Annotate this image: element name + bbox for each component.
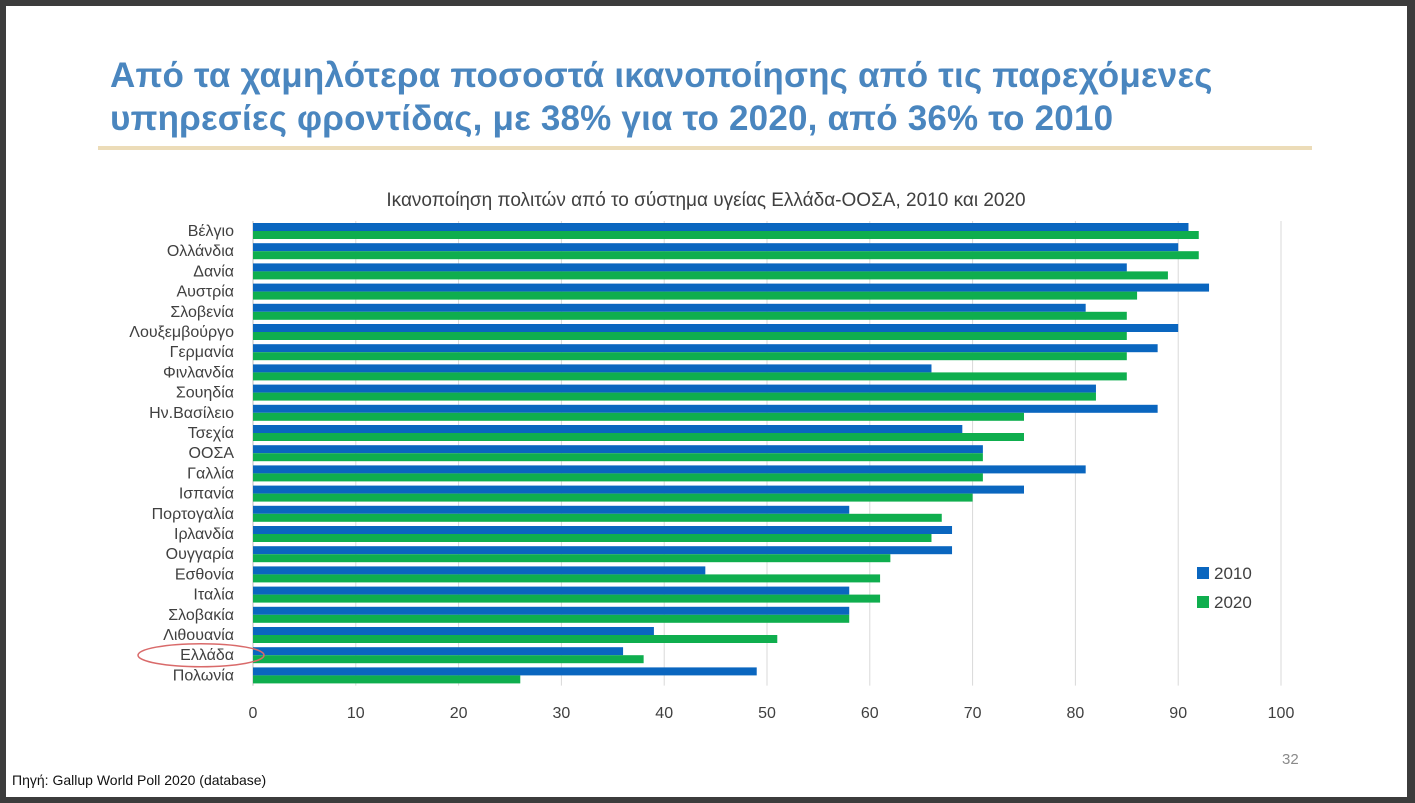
category-label: Αυστρία: [176, 284, 234, 301]
bar-2020: [253, 473, 983, 482]
bar-2020: [253, 291, 1138, 300]
category-label: Ην.Βασίλειο: [149, 405, 234, 422]
chart-bars: [253, 223, 1210, 684]
category-label: Δανία: [193, 263, 234, 280]
category-label: Λουξεμβούργο: [129, 324, 234, 341]
bar-2020: [253, 392, 1096, 401]
bar-2020: [253, 534, 932, 542]
legend-swatch-2010: [1197, 567, 1209, 579]
bar-2010: [253, 303, 1086, 312]
bar-2020: [253, 554, 891, 563]
category-label: Σουηδία: [176, 385, 234, 402]
x-tick-label: 40: [655, 705, 673, 722]
category-label: Ισπανία: [179, 486, 234, 503]
bar-2010: [253, 485, 1024, 494]
bar-2010: [253, 445, 983, 454]
bar-2010: [253, 627, 654, 635]
category-label: Φινλανδία: [163, 364, 234, 381]
bar-2010: [253, 566, 706, 575]
bar-2020: [253, 574, 881, 583]
bar-2020: [253, 433, 1024, 441]
bar-2020: [253, 372, 1127, 381]
category-label: Ολλάνδια: [167, 243, 234, 260]
slide-title: Από τα χαμηλότερα ποσοστά ικανοποίησης α…: [110, 56, 1213, 138]
bar-2020: [253, 675, 521, 684]
bar-chart: Ικανοποίηση πολιτών από το σύστημα υγεία…: [129, 190, 1295, 722]
slide: Από τα χαμηλότερα ποσοστά ικανοποίησης α…: [6, 6, 1407, 797]
x-tick-label: 0: [249, 705, 258, 722]
page-number: 32: [1282, 751, 1299, 768]
bar-2010: [253, 243, 1179, 252]
category-label: Γαλλία: [187, 465, 234, 482]
bar-2020: [253, 453, 983, 462]
bar-2010: [253, 647, 624, 656]
bar-2010: [253, 425, 963, 433]
bar-2010: [253, 283, 1210, 292]
category-label: Βέλγιο: [188, 223, 234, 240]
x-axis-ticks: 0 10 20 30 40 50 60 70 80 90 100: [249, 705, 1295, 722]
x-tick-label: 50: [758, 705, 776, 722]
category-label: Σλοβενία: [170, 304, 234, 321]
x-tick-label: 100: [1268, 705, 1295, 722]
bar-2020: [253, 251, 1199, 260]
bar-2010: [253, 546, 953, 555]
category-label: Ιρλανδία: [174, 526, 234, 543]
bar-2020: [253, 655, 644, 664]
category-label: Ελλάδα: [180, 647, 234, 664]
bar-2020: [253, 231, 1199, 239]
x-tick-label: 60: [861, 705, 879, 722]
highlight-marker: [137, 642, 265, 668]
bar-2020: [253, 352, 1127, 361]
category-label: Ουγγαρία: [166, 546, 234, 563]
bar-2020: [253, 332, 1127, 340]
x-tick-label: 90: [1169, 705, 1187, 722]
bar-2010: [253, 505, 850, 514]
category-label: Λιθουανία: [163, 627, 234, 644]
bar-2020: [253, 594, 881, 603]
bar-2010: [253, 384, 1096, 393]
bar-2010: [253, 586, 850, 595]
category-label: Πολωνία: [173, 667, 234, 684]
chart-title: Ικανοποίηση πολιτών από το σύστημα υγεία…: [386, 190, 1025, 211]
x-tick-label: 20: [450, 705, 468, 722]
x-tick-label: 80: [1067, 705, 1085, 722]
bar-2020: [253, 493, 973, 502]
bar-2010: [253, 344, 1158, 353]
title-divider: [98, 146, 1312, 150]
category-label: Γερμανία: [170, 344, 234, 361]
bar-2020: [253, 614, 850, 623]
bar-2010: [253, 606, 850, 615]
bar-2020: [253, 635, 778, 643]
bar-2020: [253, 513, 942, 522]
bar-2010: [253, 223, 1189, 231]
category-labels: Βέλγιο Ολλάνδια Δανία Αυστρία Σλοβενία Λουξεμ…: [129, 223, 234, 684]
bar-2010: [253, 667, 757, 676]
bar-2010: [253, 263, 1127, 272]
legend-swatch-2020: [1197, 596, 1209, 608]
bar-2020: [253, 311, 1127, 320]
bar-2010: [253, 364, 932, 373]
bar-2010: [253, 526, 953, 534]
x-tick-label: 70: [964, 705, 982, 722]
category-label: Εσθονία: [175, 566, 234, 583]
bar-2020: [253, 412, 1024, 421]
category-label: Σλοβακία: [168, 607, 234, 624]
category-label: Ιταλία: [193, 587, 234, 604]
x-tick-label: 10: [347, 705, 365, 722]
bar-2010: [253, 404, 1158, 413]
bar-2010: [253, 465, 1086, 474]
chart-legend: 2010 2020: [1197, 564, 1252, 612]
bar-2010: [253, 324, 1179, 332]
highlight-ellipse: [137, 642, 265, 668]
x-tick-label: 30: [553, 705, 571, 722]
legend-label-2020: 2020: [1214, 593, 1252, 612]
legend-label-2010: 2010: [1214, 564, 1252, 583]
category-label: Πορτογαλία: [152, 506, 234, 523]
source-note: Πηγή: Gallup World Poll 2020 (database): [12, 772, 267, 788]
bar-2020: [253, 271, 1168, 280]
category-label: ΟΟΣΑ: [189, 445, 235, 462]
category-label: Τσεχία: [188, 425, 234, 442]
